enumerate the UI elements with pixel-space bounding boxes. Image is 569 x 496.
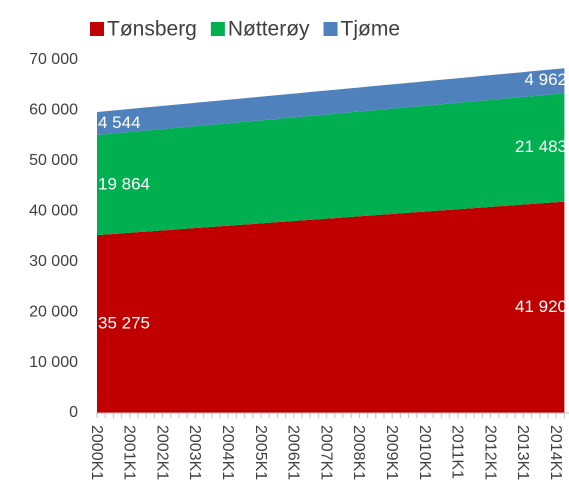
- x-tick-label: 2001K1: [121, 425, 138, 480]
- area: [97, 93, 565, 236]
- area: [97, 68, 565, 135]
- legend-label: Tjøme: [341, 18, 401, 41]
- y-tick-label: 40 000: [29, 203, 78, 220]
- data-label: 19 864: [98, 175, 150, 194]
- x-tick-label: 2005K1: [252, 425, 269, 480]
- x-tick-label: 2013K1: [514, 425, 531, 480]
- x-tick-label: 2004K1: [219, 425, 236, 480]
- area: [97, 201, 565, 413]
- x-tick-label: 2012K1: [481, 425, 498, 480]
- data-label: 4 544: [98, 113, 141, 132]
- x-tick-label: 2003K1: [186, 425, 203, 480]
- legend-label: Tønsberg: [107, 18, 197, 41]
- x-tick-label: 2006K1: [285, 425, 302, 480]
- x-tick-label: 2002K1: [153, 425, 170, 480]
- x-tick-label: 2000K1: [88, 425, 105, 480]
- x-tick-label: 2008K1: [350, 425, 367, 480]
- data-label: 35 275: [98, 314, 150, 333]
- legend-swatch: [323, 22, 338, 36]
- x-tick-label: 2009K1: [383, 425, 400, 480]
- legend-swatch: [210, 22, 225, 36]
- x-tick-label: 2011K1: [449, 425, 466, 479]
- x-tick-label: 2007K1: [317, 425, 334, 480]
- x-tick-label: 2014K1: [547, 425, 564, 480]
- data-label: 21 483: [515, 137, 567, 156]
- y-tick-label: 70 000: [29, 51, 78, 68]
- y-tick-label: 0: [69, 404, 78, 421]
- y-tick-label: 20 000: [29, 303, 78, 320]
- y-tick-label: 10 000: [29, 354, 78, 371]
- legend-swatch: [90, 22, 104, 36]
- data-label: 41 920: [515, 297, 567, 316]
- legend-label: Nøtterøy: [228, 18, 310, 41]
- y-tick-label: 60 000: [29, 102, 78, 119]
- data-label: 4 962: [524, 70, 567, 89]
- y-tick-label: 50 000: [29, 152, 78, 169]
- x-tick-label: 2010K1: [416, 425, 433, 480]
- y-tick-label: 30 000: [29, 253, 78, 270]
